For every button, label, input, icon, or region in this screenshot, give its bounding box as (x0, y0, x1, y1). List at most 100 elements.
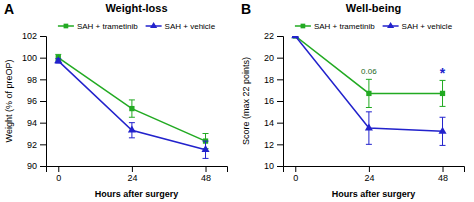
panel: B Well-being 0 24 48 10 12 14 16 18 20 22 Hours afte… (241, 1, 465, 199)
tick-mark (369, 166, 370, 172)
tick-mark (40, 166, 46, 167)
tick-mark (40, 36, 46, 37)
tick: 24 (364, 166, 374, 183)
tick-mark (277, 101, 283, 102)
tick: 48 (201, 166, 211, 183)
tick-label: 24 (364, 173, 374, 183)
point (291, 36, 299, 38)
title: Weight-loss (105, 2, 167, 14)
axis-line (284, 167, 465, 173)
series (54, 56, 209, 158)
tick-label: 12 (264, 140, 274, 150)
tick: 16 (264, 96, 283, 106)
panel-label: A (4, 1, 14, 17)
tick: 20 (264, 53, 283, 63)
point (202, 145, 210, 152)
tick-mark (277, 79, 283, 80)
tick-label: 48 (201, 173, 211, 183)
legend-marker (387, 22, 394, 28)
point (365, 123, 373, 130)
legend-item: SAH + vehicle (383, 22, 453, 31)
tick-label: 14 (264, 118, 274, 128)
tick: 18 (264, 75, 283, 85)
y-axis: 90 92 94 96 98 100 102 (22, 31, 47, 171)
tick: 92 (27, 140, 46, 150)
tick: 0 (56, 166, 61, 183)
marks (291, 36, 446, 145)
tick-mark (132, 166, 133, 172)
tick: 90 (27, 161, 46, 171)
series (55, 54, 208, 148)
tick: 22 (264, 31, 283, 41)
tick-label: 102 (22, 31, 37, 41)
axis-line (40, 37, 47, 167)
tick-mark (295, 166, 296, 172)
tick: 98 (27, 75, 46, 85)
axis-line (47, 167, 228, 173)
error-bar (440, 80, 446, 106)
x-axis: 0 24 48 (284, 166, 465, 183)
tick-mark (277, 166, 283, 167)
tick-mark (40, 123, 46, 124)
legend-label: SAH + trametinib (77, 22, 138, 31)
legend-marker (150, 22, 157, 28)
tick-mark (40, 101, 46, 102)
legend-marker (64, 24, 69, 29)
tick-label: 22 (264, 31, 274, 41)
point (129, 106, 134, 111)
tick: 12 (264, 140, 283, 150)
tick-mark (277, 58, 283, 59)
tick-label: 18 (264, 75, 274, 85)
point (366, 91, 371, 96)
panel: A Weight-loss 0 24 48 90 92 94 96 98 100 102 Hours a… (4, 1, 228, 199)
series (292, 36, 445, 107)
tick-label: 90 (27, 161, 37, 171)
tick-label: 20 (264, 53, 274, 63)
tick: 94 (27, 118, 46, 128)
legend-item: SAH + trametinib (295, 22, 375, 31)
series (291, 36, 446, 145)
tick-label: 10 (264, 161, 274, 171)
legend-marker (301, 24, 306, 29)
tick-label: 24 (127, 173, 137, 183)
annotation: 0.06 (361, 67, 377, 76)
tick-mark (443, 166, 444, 172)
y-axis: 10 12 14 16 18 20 22 (264, 31, 284, 171)
tick-label: 96 (27, 96, 37, 106)
tick-mark (277, 36, 283, 37)
y-axis-title: Weight (% of preOP) (4, 60, 14, 143)
tick-mark (277, 144, 283, 145)
title: Well-being (346, 2, 401, 14)
error-bar (366, 79, 372, 107)
legend-item: SAH + vehicle (146, 22, 216, 31)
tick-mark (277, 123, 283, 124)
point (54, 56, 62, 63)
tick-label: 94 (27, 118, 37, 128)
legend: SAH + trametinib SAH + vehicle (295, 22, 453, 31)
tick-mark (40, 144, 46, 145)
tick-label: 98 (27, 75, 37, 85)
tick-label: 16 (264, 96, 274, 106)
x-axis: 0 24 48 (47, 166, 228, 183)
tick-mark (58, 166, 59, 172)
legend-label: SAH + vehicle (402, 22, 453, 31)
tick-label: 0 (293, 173, 298, 183)
legend-label: SAH + trametinib (314, 22, 375, 31)
tick: 10 (264, 161, 283, 171)
tick-label: 100 (22, 53, 37, 63)
panel-label: B (241, 1, 251, 17)
legend-item: SAH + trametinib (58, 22, 138, 31)
tick-label: 92 (27, 140, 37, 150)
legend-label: SAH + vehicle (165, 22, 216, 31)
error-bar (129, 100, 135, 117)
marks (54, 54, 209, 158)
tick: 14 (264, 118, 283, 128)
x-axis-title: Hours after surgery (95, 189, 179, 199)
point (128, 126, 136, 133)
annotation: * (440, 65, 446, 81)
point (440, 91, 445, 96)
x-axis-title: Hours after surgery (332, 189, 416, 199)
tick: 96 (27, 96, 46, 106)
tick: 48 (438, 166, 448, 183)
point (439, 127, 447, 134)
